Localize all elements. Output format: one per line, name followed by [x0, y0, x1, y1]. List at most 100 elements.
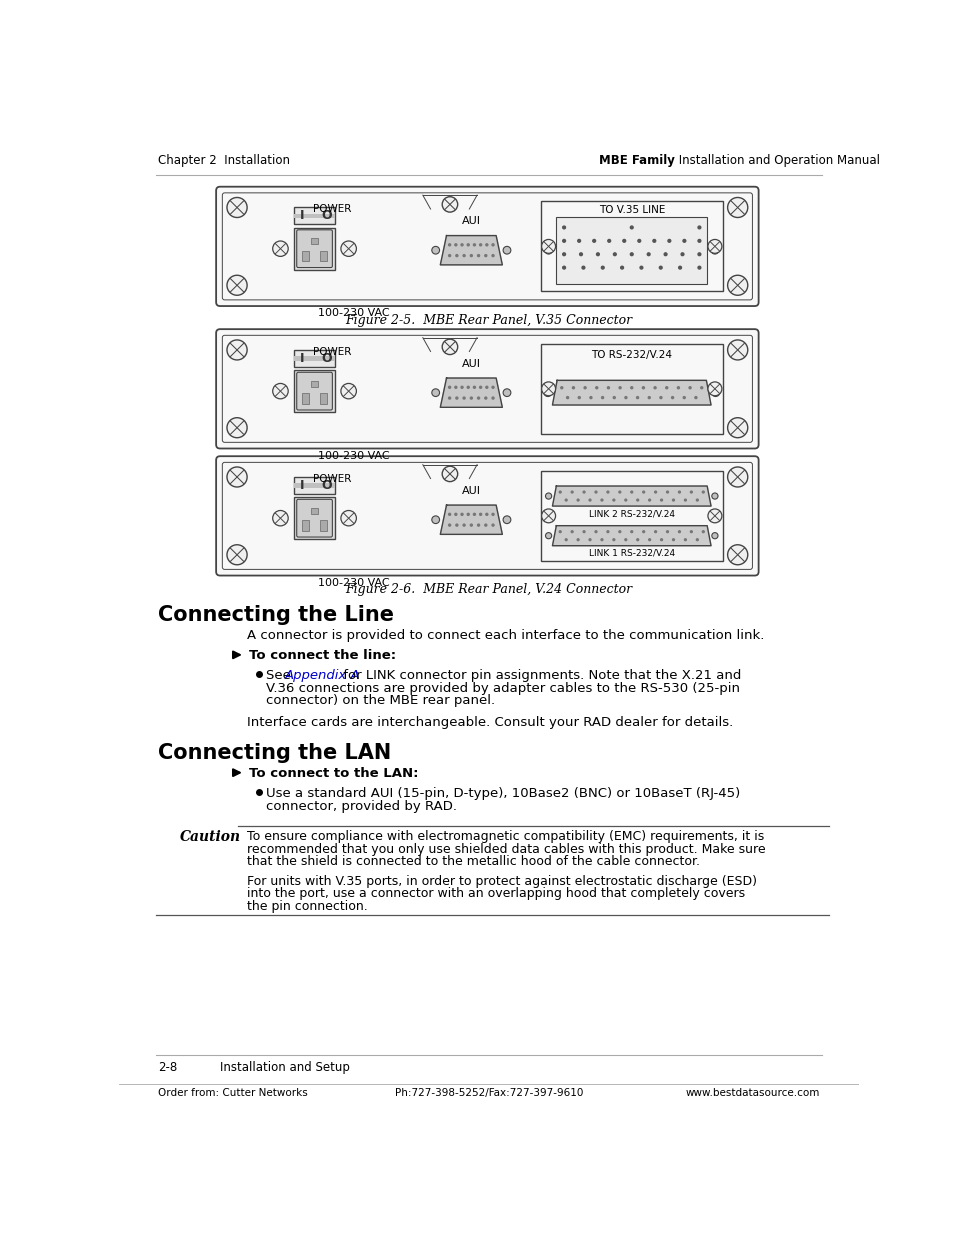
Circle shape	[477, 254, 479, 257]
Circle shape	[595, 492, 597, 493]
Circle shape	[578, 240, 580, 242]
Bar	[319, 251, 327, 262]
Circle shape	[502, 516, 510, 524]
Circle shape	[273, 510, 288, 526]
Circle shape	[630, 387, 632, 389]
Circle shape	[682, 396, 684, 399]
Circle shape	[654, 492, 656, 493]
Text: TO V.35 LINE: TO V.35 LINE	[598, 205, 664, 215]
Circle shape	[607, 387, 609, 389]
FancyBboxPatch shape	[216, 186, 758, 306]
Circle shape	[698, 253, 700, 256]
Circle shape	[667, 240, 670, 242]
Circle shape	[654, 387, 656, 389]
Circle shape	[620, 267, 623, 269]
Text: recommended that you only use shielded data cables with this product. Make sure: recommended that you only use shielded d…	[247, 842, 765, 856]
Circle shape	[727, 467, 747, 487]
Circle shape	[473, 243, 475, 246]
Circle shape	[477, 524, 479, 526]
Circle shape	[562, 253, 565, 256]
Text: 100-230 VAC: 100-230 VAC	[317, 451, 389, 461]
Polygon shape	[422, 195, 476, 209]
Circle shape	[639, 267, 642, 269]
Circle shape	[678, 267, 680, 269]
Bar	[294, 207, 335, 225]
Circle shape	[607, 240, 610, 242]
Bar	[540, 343, 722, 433]
Text: O: O	[321, 210, 332, 222]
Circle shape	[442, 196, 457, 212]
Circle shape	[672, 538, 674, 541]
Circle shape	[659, 499, 661, 501]
Circle shape	[502, 389, 510, 396]
Circle shape	[470, 254, 472, 257]
Circle shape	[642, 531, 644, 532]
Circle shape	[492, 524, 494, 526]
Circle shape	[683, 538, 685, 541]
Circle shape	[492, 254, 494, 257]
Circle shape	[492, 387, 494, 388]
Bar	[319, 393, 327, 404]
Circle shape	[227, 545, 247, 564]
Circle shape	[618, 531, 620, 532]
Circle shape	[577, 499, 578, 501]
Circle shape	[432, 389, 439, 396]
Circle shape	[462, 398, 465, 399]
Bar	[294, 350, 335, 367]
Circle shape	[579, 253, 581, 256]
Circle shape	[572, 387, 574, 389]
Text: connector) on the MBE rear panel.: connector) on the MBE rear panel.	[266, 694, 496, 708]
Circle shape	[727, 340, 747, 359]
Polygon shape	[440, 236, 502, 264]
Text: MBE Family: MBE Family	[598, 154, 674, 168]
Circle shape	[652, 240, 655, 242]
Circle shape	[502, 246, 510, 254]
Circle shape	[624, 499, 626, 501]
Text: Interface cards are interchangeable. Consult your RAD dealer for details.: Interface cards are interchangeable. Con…	[247, 716, 733, 729]
Circle shape	[606, 492, 608, 493]
Circle shape	[727, 275, 747, 295]
Circle shape	[484, 398, 486, 399]
Circle shape	[462, 254, 465, 257]
Circle shape	[698, 226, 700, 228]
Text: POWER: POWER	[313, 205, 351, 215]
Circle shape	[618, 492, 620, 493]
Circle shape	[665, 387, 667, 389]
Circle shape	[448, 398, 450, 399]
Circle shape	[340, 383, 356, 399]
Circle shape	[541, 240, 555, 253]
Bar	[294, 356, 335, 361]
Circle shape	[473, 387, 475, 388]
Circle shape	[565, 538, 566, 541]
Circle shape	[565, 499, 566, 501]
Bar	[540, 201, 722, 291]
FancyBboxPatch shape	[216, 456, 758, 576]
FancyBboxPatch shape	[296, 230, 332, 268]
Circle shape	[600, 267, 603, 269]
Bar	[294, 496, 335, 540]
Circle shape	[688, 387, 690, 389]
Circle shape	[700, 387, 702, 389]
Circle shape	[683, 499, 685, 501]
Circle shape	[618, 387, 620, 389]
Circle shape	[711, 389, 719, 396]
Text: Chapter 2  Installation: Chapter 2 Installation	[158, 154, 290, 168]
Circle shape	[562, 240, 565, 242]
Circle shape	[630, 253, 633, 256]
Circle shape	[479, 387, 481, 388]
Circle shape	[582, 531, 584, 532]
Circle shape	[492, 243, 494, 246]
Circle shape	[467, 243, 469, 246]
Circle shape	[707, 509, 721, 522]
Circle shape	[456, 254, 457, 257]
Circle shape	[612, 538, 614, 541]
Circle shape	[671, 396, 673, 399]
Circle shape	[544, 246, 552, 254]
Circle shape	[577, 538, 578, 541]
Circle shape	[442, 466, 457, 482]
Circle shape	[595, 387, 598, 389]
Polygon shape	[552, 526, 710, 546]
Circle shape	[227, 198, 247, 217]
Circle shape	[646, 253, 649, 256]
Circle shape	[484, 254, 486, 257]
